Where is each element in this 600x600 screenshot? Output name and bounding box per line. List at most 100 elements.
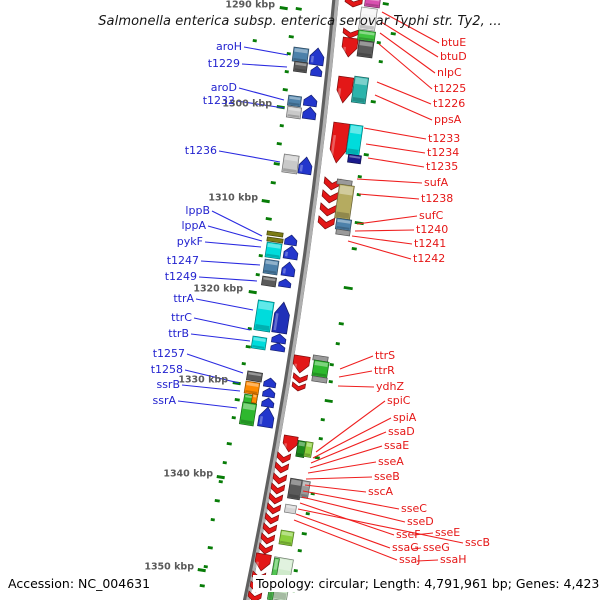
gene-glyph[interactable]	[317, 215, 336, 230]
gene-glyph[interactable]	[270, 342, 286, 353]
gene-label-t1257[interactable]: t1257	[152, 347, 185, 361]
gene-label-sscB[interactable]: sscB	[465, 536, 491, 550]
gene-glyph[interactable]	[250, 335, 268, 351]
gene-label-sseC[interactable]: sseC	[401, 502, 427, 516]
gene-label-ttrS[interactable]: ttrS	[375, 349, 396, 363]
gene-glyph[interactable]	[292, 60, 309, 74]
gene-glyph[interactable]	[334, 217, 353, 232]
gene-glyph[interactable]	[283, 234, 298, 247]
gene-glyph[interactable]	[287, 477, 303, 501]
gene-label-sseF[interactable]: sseF	[396, 528, 421, 542]
gene-glyph[interactable]	[276, 451, 292, 464]
gene-glyph[interactable]	[254, 552, 272, 572]
gene-label-t1226[interactable]: t1226	[433, 97, 466, 111]
gene-glyph[interactable]	[262, 377, 277, 389]
gene-label-t1233[interactable]: t1233	[428, 132, 461, 146]
gene-glyph[interactable]	[357, 29, 376, 43]
gene-label-t1238[interactable]: t1238	[421, 192, 454, 206]
gene-label-ssaH[interactable]: ssaH	[440, 553, 467, 567]
gene-glyph[interactable]	[319, 202, 338, 217]
gene-label-ttrB[interactable]: ttrB	[168, 327, 189, 341]
gene-glyph[interactable]	[282, 245, 299, 261]
gene-glyph[interactable]	[292, 354, 311, 374]
gene-glyph[interactable]	[253, 299, 275, 333]
gene-label-nlpC[interactable]: nlpC	[437, 66, 462, 80]
gene-glyph[interactable]	[328, 121, 351, 164]
gene-glyph[interactable]	[280, 261, 296, 278]
gene-glyph[interactable]	[356, 39, 375, 59]
gene-label-sseA[interactable]: sseA	[378, 455, 404, 469]
gene-glyph[interactable]	[285, 105, 303, 120]
gene-glyph[interactable]	[266, 236, 284, 244]
gene-glyph[interactable]	[281, 153, 300, 175]
gene-label-t1247[interactable]: t1247	[166, 254, 199, 268]
gene-label-btuE[interactable]: btuE	[441, 36, 467, 50]
gene-label-ssaD[interactable]: ssaD	[388, 425, 415, 439]
gene-label-t1258[interactable]: t1258	[150, 363, 183, 377]
gene-glyph[interactable]	[309, 65, 323, 78]
gene-label-t1232[interactable]: t1232	[202, 94, 235, 108]
gene-label-t1234[interactable]: t1234	[427, 146, 460, 160]
gene-glyph[interactable]	[270, 482, 286, 495]
gene-glyph[interactable]	[311, 375, 328, 384]
gene-glyph[interactable]	[238, 401, 258, 427]
gene-glyph[interactable]	[284, 503, 297, 515]
gene-label-aroD[interactable]: aroD	[210, 81, 237, 95]
gene-label-aroH[interactable]: aroH	[215, 40, 242, 54]
gene-label-sseE[interactable]: sseE	[435, 526, 461, 540]
gene-glyph[interactable]	[321, 189, 340, 204]
gene-glyph[interactable]	[245, 370, 264, 383]
gene-label-lppB[interactable]: lppB	[185, 204, 210, 218]
gene-glyph[interactable]	[264, 241, 283, 260]
gene-glyph[interactable]	[301, 106, 317, 121]
gene-label-sseG[interactable]: sseG	[423, 541, 450, 555]
gene-glyph[interactable]	[335, 228, 351, 237]
gene-label-ydhZ[interactable]: ydhZ	[376, 380, 404, 394]
gene-label-t1240[interactable]: t1240	[416, 223, 449, 237]
gene-label-t1235[interactable]: t1235	[426, 160, 459, 174]
gene-glyph[interactable]	[308, 47, 325, 67]
gene-glyph[interactable]	[266, 230, 284, 238]
gene-label-lppA[interactable]: lppA	[181, 219, 206, 233]
gene-label-spiA[interactable]: spiA	[393, 411, 417, 425]
gene-glyph[interactable]	[282, 434, 299, 453]
gene-glyph[interactable]	[261, 387, 276, 399]
gene-label-sseB[interactable]: sseB	[374, 470, 400, 484]
gene-label-t1229[interactable]: t1229	[207, 57, 240, 71]
gene-glyph[interactable]	[278, 529, 295, 547]
gene-glyph[interactable]	[250, 393, 259, 404]
gene-glyph[interactable]	[271, 301, 292, 335]
gene-label-sufA[interactable]: sufA	[424, 176, 449, 190]
gene-glyph[interactable]	[258, 542, 274, 555]
gene-glyph[interactable]	[243, 380, 261, 396]
gene-glyph[interactable]	[262, 258, 280, 276]
gene-label-ssaE[interactable]: ssaE	[384, 439, 410, 453]
gene-glyph[interactable]	[295, 440, 307, 458]
gene-label-t1236[interactable]: t1236	[184, 144, 217, 158]
gene-glyph[interactable]	[303, 441, 314, 458]
gene-glyph[interactable]	[260, 532, 276, 545]
gene-glyph[interactable]	[266, 502, 282, 515]
gene-glyph[interactable]	[278, 278, 292, 289]
gene-label-spiC[interactable]: spiC	[387, 394, 411, 408]
gene-glyph[interactable]	[274, 461, 290, 474]
gene-label-ssaG[interactable]: ssaG	[392, 541, 419, 555]
gene-glyph[interactable]	[341, 36, 359, 58]
gene-label-t1225[interactable]: t1225	[434, 82, 467, 96]
gene-label-ppsA[interactable]: ppsA	[434, 113, 462, 127]
gene-glyph[interactable]	[268, 492, 284, 505]
gene-glyph[interactable]	[364, 0, 381, 9]
gene-glyph[interactable]	[347, 153, 362, 165]
gene-label-ttrC[interactable]: ttrC	[171, 311, 192, 325]
gene-glyph[interactable]	[291, 46, 310, 64]
gene-glyph[interactable]	[286, 94, 303, 108]
gene-glyph[interactable]	[311, 359, 330, 379]
gene-glyph[interactable]	[260, 397, 275, 409]
gene-glyph[interactable]	[302, 94, 318, 108]
gene-label-ssrA[interactable]: ssrA	[152, 394, 176, 408]
gene-label-ssrB[interactable]: ssrB	[156, 378, 180, 392]
gene-label-sscA[interactable]: sscA	[368, 485, 394, 499]
gene-glyph[interactable]	[358, 6, 378, 32]
gene-glyph[interactable]	[344, 0, 363, 8]
gene-glyph[interactable]	[257, 406, 275, 429]
